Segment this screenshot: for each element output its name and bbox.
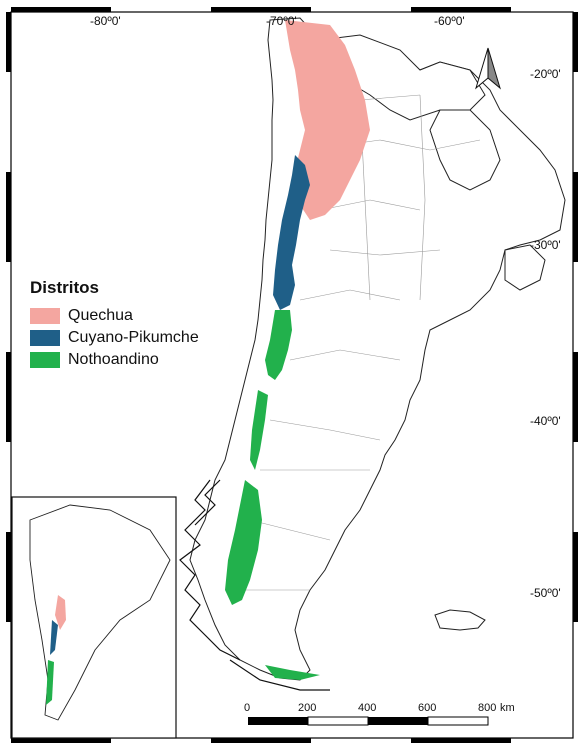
legend-label-cuyano-pikumche: Cuyano-Pikumche (68, 329, 199, 346)
legend-swatch-quechua (30, 308, 60, 324)
scale-label-400: 400 (358, 702, 377, 714)
legend: Distritos Quechua Cuyano-Pikumche Nothoa… (30, 278, 230, 371)
scale-label-800: 800 (478, 702, 497, 714)
uruguay-outline (504, 244, 546, 291)
countries-layer (189, 17, 566, 681)
latitude-label-50: -50º0' (530, 586, 561, 600)
longitude-label-60: -60º0' (434, 14, 465, 28)
scale-label-200: 200 (298, 702, 317, 714)
southern-archipelago (179, 479, 330, 691)
inset-map (11, 496, 177, 739)
falklands-outline (434, 609, 486, 631)
frame-border-ticks (6, 7, 578, 743)
longitude-label-80: -80º0' (90, 14, 121, 28)
scale-label-600: 600 (418, 702, 437, 714)
legend-title: Distritos (30, 278, 99, 297)
scale-bar (248, 716, 489, 726)
scale-unit: km (500, 702, 515, 714)
legend-swatch-nothoandino (30, 352, 60, 368)
scale-label-0: 0 (244, 702, 251, 714)
legend-item-nothoandino: Nothoandino (30, 349, 230, 371)
longitude-label-70: -70º0' (266, 14, 297, 28)
district-cuyano-pikumche (273, 155, 310, 310)
district-nothoandino (225, 310, 320, 680)
latitude-label-40: -40º0' (530, 414, 561, 428)
latitude-label-20: -20º0' (530, 67, 561, 81)
latitude-label-30: -30º0' (530, 238, 561, 252)
bolivia-outline (319, 34, 486, 121)
paraguay-outline (429, 109, 501, 191)
legend-item-cuyano-pikumche: Cuyano-Pikumche (30, 327, 230, 349)
legend-label-quechua: Quechua (68, 307, 133, 324)
north-arrow-icon (475, 47, 501, 90)
legend-label-nothoandino: Nothoandino (68, 351, 159, 368)
legend-item-quechua: Quechua (30, 305, 230, 327)
legend-swatch-cuyano-pikumche (30, 330, 60, 346)
